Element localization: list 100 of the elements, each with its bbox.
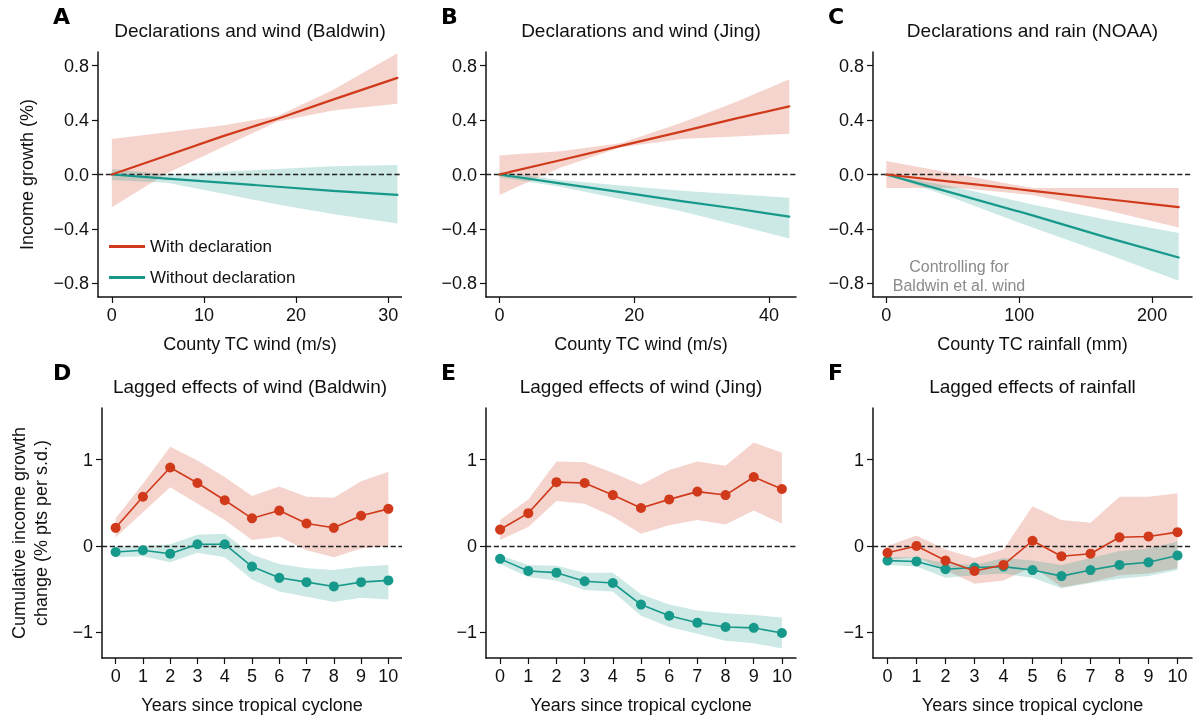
point	[1085, 565, 1096, 576]
text: E	[441, 359, 457, 385]
legend-label: With declaration	[150, 237, 272, 256]
point	[1056, 551, 1067, 562]
chart-title: Lagged effects of wind (Baldwin)	[112, 376, 388, 397]
point	[911, 540, 922, 551]
y-tick-label: 0	[82, 535, 93, 556]
point	[274, 572, 285, 583]
y-tick-label: 1	[466, 449, 477, 470]
y-axis-title: Income growth (%)	[17, 98, 37, 251]
point	[301, 577, 312, 588]
chart-title: Declarations and rain (NOAA)	[906, 20, 1159, 41]
point	[720, 621, 731, 632]
point	[1172, 550, 1183, 561]
point	[495, 553, 506, 564]
point	[940, 555, 951, 566]
x-tick-label: 7	[1085, 666, 1096, 686]
chart-title: Declarations and wind (Baldwin)	[114, 20, 386, 41]
line-series	[110, 173, 399, 197]
x-tick-label: 5	[1027, 666, 1038, 686]
x-tick-label: 7	[692, 666, 703, 686]
point	[383, 575, 394, 586]
point	[1172, 527, 1183, 538]
y-tick-label: 1	[853, 449, 864, 470]
x-tick-label: 4	[219, 666, 230, 686]
y-tick-label: −0.4	[441, 218, 477, 239]
y-tick-label: −0.8	[441, 273, 477, 294]
point	[692, 486, 703, 497]
text: F	[828, 359, 844, 385]
point	[636, 599, 646, 610]
y-tick-label: 1	[82, 449, 93, 470]
point	[1027, 565, 1038, 576]
y-tick-label: −1	[843, 622, 864, 643]
x-tick-label: 10	[1167, 666, 1188, 686]
y-tick-label: −0.8	[53, 273, 89, 294]
chart-title: Lagged effects of rainfall	[929, 376, 1136, 397]
point	[219, 539, 230, 550]
point	[328, 581, 339, 592]
y-tick-label: 0.4	[63, 110, 89, 131]
x-tick-label: 6	[664, 666, 675, 686]
point	[1085, 548, 1096, 559]
x-axis-title: County TC wind (m/s)	[163, 334, 337, 354]
point	[551, 567, 562, 578]
x-tick-label: 4	[998, 666, 1009, 686]
annotation: Controlling for Baldwin et al. wind	[892, 258, 1026, 294]
x-tick-label: 8	[1114, 666, 1125, 686]
y-tick-label: 0.0	[451, 164, 477, 185]
point	[607, 578, 618, 588]
point	[911, 556, 922, 567]
chart-title: Lagged effects of wind (Jing)	[519, 376, 763, 397]
point	[1143, 557, 1154, 568]
x-tick-label: 6	[274, 666, 285, 686]
point	[356, 577, 367, 588]
text: C	[828, 3, 845, 29]
x-tick-label: 3	[579, 666, 590, 686]
point	[523, 565, 534, 576]
x-tick-label: 10	[378, 666, 399, 686]
x-tick-label: 9	[356, 666, 367, 686]
point	[328, 522, 339, 533]
point	[356, 510, 367, 521]
x-axis-title: Years since tropical cyclone	[141, 695, 363, 715]
x-tick-label: 0	[106, 305, 117, 325]
x-tick-label: 0	[495, 666, 506, 686]
y-tick-label: 0	[466, 535, 477, 556]
x-tick-label: 20	[624, 305, 645, 325]
x-axis-title: County TC wind (m/s)	[554, 334, 728, 354]
x-tick-label: 3	[192, 666, 203, 686]
point	[607, 490, 618, 501]
point	[940, 564, 951, 575]
x-tick-label: 200	[1137, 305, 1168, 325]
x-tick-label: 100	[1004, 305, 1035, 325]
line-series	[110, 76, 399, 176]
y-tick-label: −0.8	[828, 273, 864, 294]
x-tick-label: 0	[494, 305, 505, 325]
text: B	[441, 3, 458, 29]
point	[776, 484, 787, 495]
x-tick-label: 30	[378, 305, 399, 325]
y-tick-label: 0.0	[63, 164, 89, 185]
y-tick-label: 0.4	[451, 110, 477, 131]
x-axis-title: County TC rainfall (mm)	[937, 334, 1128, 354]
y-tick-label: 0.8	[63, 55, 89, 76]
point	[1114, 559, 1125, 570]
chart-title: Declarations and wind (Jing)	[521, 20, 761, 41]
x-tick-label: 1	[911, 666, 922, 686]
point	[664, 494, 675, 505]
line-series	[498, 105, 791, 176]
line-series	[498, 173, 791, 218]
x-tick-label: 7	[301, 666, 312, 686]
x-tick-label: 40	[759, 305, 780, 325]
point	[495, 524, 506, 535]
legend-label: Without declaration	[150, 268, 296, 287]
point	[137, 545, 148, 556]
x-tick-label: 0	[881, 305, 892, 325]
x-tick-label: 2	[165, 666, 176, 686]
point	[1056, 571, 1067, 582]
y-tick-label: 0.4	[838, 110, 864, 131]
x-tick-label: 5	[635, 666, 647, 686]
text: D	[53, 359, 72, 385]
point	[748, 471, 759, 482]
point	[1143, 531, 1154, 542]
